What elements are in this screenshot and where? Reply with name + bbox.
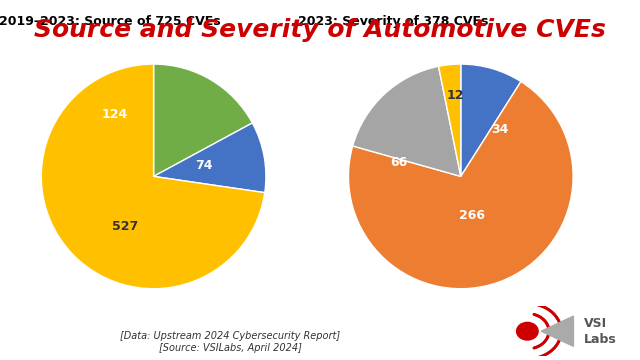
Text: VSI
Labs: VSI Labs — [584, 317, 617, 346]
Wedge shape — [42, 64, 265, 289]
Text: 66: 66 — [390, 157, 408, 170]
Wedge shape — [349, 82, 573, 289]
Polygon shape — [541, 316, 573, 346]
Text: 34: 34 — [492, 123, 509, 136]
Legend: OEMs, Components, SW-HW-Chipsets-AM: OEMs, Components, SW-HW-Chipsets-AM — [0, 356, 260, 360]
Legend: Critical, High, Medium, Low: Critical, High, Medium, Low — [303, 356, 513, 360]
Text: Source and Severity of Automotive CVEs: Source and Severity of Automotive CVEs — [34, 18, 606, 42]
Text: 12: 12 — [447, 89, 464, 102]
Wedge shape — [438, 64, 461, 176]
Text: 74: 74 — [195, 159, 213, 172]
Text: 124: 124 — [101, 108, 127, 121]
Wedge shape — [154, 64, 252, 176]
Text: 527: 527 — [113, 220, 139, 233]
Wedge shape — [461, 64, 521, 176]
Text: 2023: Severity of 378 CVEs: 2023: Severity of 378 CVEs — [298, 15, 488, 28]
Wedge shape — [353, 66, 461, 176]
Text: 2019–2023: Source of 725 CVEs: 2019–2023: Source of 725 CVEs — [0, 15, 221, 28]
Text: 266: 266 — [459, 209, 485, 222]
Wedge shape — [154, 123, 266, 193]
Circle shape — [516, 323, 538, 340]
Text: [Data: Upstream 2024 Cybersecurity Report]
[Source: VSILabs, April 2024]: [Data: Upstream 2024 Cybersecurity Repor… — [120, 331, 340, 353]
